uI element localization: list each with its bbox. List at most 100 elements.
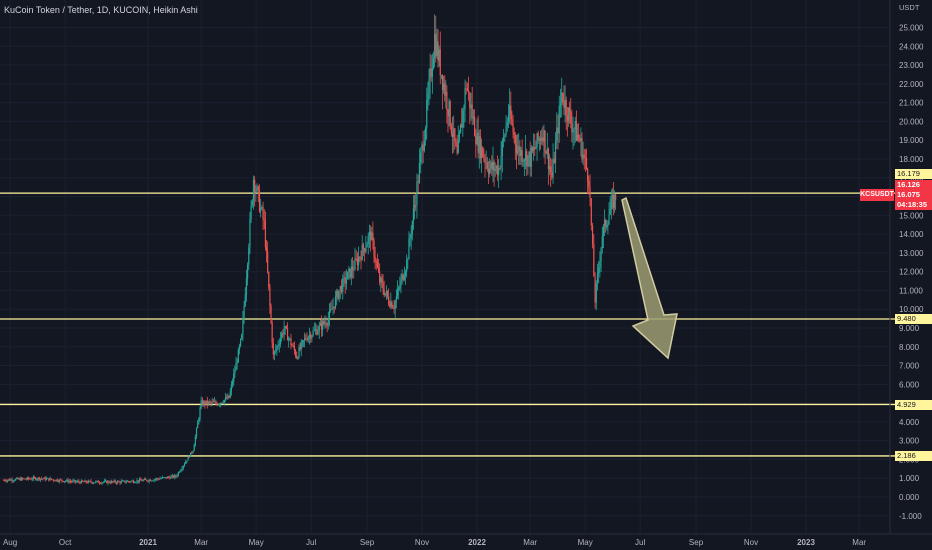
candle-body [401, 274, 403, 280]
candle-body [270, 305, 272, 323]
candle-body [542, 137, 544, 142]
candle-body [438, 49, 440, 61]
candle-body [235, 363, 237, 371]
candle-body [492, 162, 494, 170]
candle-body [242, 317, 244, 335]
candle-body [400, 279, 402, 287]
candle-body [228, 395, 230, 398]
candle-body [466, 88, 468, 91]
candle-body [296, 355, 298, 359]
candle-body [496, 166, 499, 176]
candle-body [355, 258, 357, 260]
candle-body [221, 402, 223, 404]
candle-body [81, 480, 84, 482]
candle-body [302, 340, 305, 342]
candle-body [325, 322, 327, 325]
candle-body [464, 88, 466, 109]
candle-body [330, 308, 332, 311]
candle-body [217, 404, 219, 406]
candle-body [343, 277, 345, 279]
candle-body [252, 179, 255, 201]
candle-body [598, 267, 600, 274]
candle-body [351, 266, 354, 271]
candle-body [589, 186, 591, 199]
candle-body [306, 338, 308, 341]
candle-body [53, 479, 55, 481]
candle-body [535, 147, 537, 149]
candle-body [516, 150, 519, 153]
decline-arrow-annotation[interactable] [621, 196, 678, 360]
candle-body [233, 373, 235, 383]
candle-body [582, 154, 584, 160]
candle-body [187, 456, 189, 461]
candle-body [91, 482, 93, 484]
candle-body [166, 476, 169, 479]
candle-body [230, 384, 233, 392]
candle-body [595, 283, 597, 303]
candle-body [600, 248, 602, 262]
candle-body [241, 334, 243, 339]
candle-body [314, 329, 317, 331]
candle-body [409, 237, 411, 240]
support-resistance-lines[interactable] [0, 192, 895, 457]
candle-body [328, 310, 331, 319]
candle-body [445, 91, 447, 96]
candle-body [552, 158, 554, 178]
time-axis[interactable]: Aug Oct 2021 Mar May Jul Sep Nov 2022 Mar May Jul Se… [0, 533, 932, 547]
candle-body [557, 127, 559, 134]
candle-body [144, 479, 147, 480]
candle-body [48, 478, 50, 481]
candle-body [86, 482, 88, 484]
candle-body [417, 181, 419, 183]
candle-body [3, 480, 5, 481]
symbol-tag: KCSUSDT [860, 189, 894, 201]
candle-body [472, 116, 474, 119]
candle-body [214, 401, 216, 403]
candle-body [348, 268, 350, 272]
candle-body [148, 479, 150, 482]
candle-body [261, 207, 263, 208]
candle-body [422, 144, 424, 151]
candle-body [323, 321, 325, 324]
candle-body [256, 186, 258, 191]
candle-body [485, 162, 487, 164]
candle-body [134, 482, 136, 484]
price-tick-label: 22.000 [899, 80, 924, 89]
candle-body [603, 219, 606, 227]
candle-body [406, 259, 408, 272]
candle-body [372, 232, 374, 241]
candle-body [212, 401, 215, 403]
candle-body [375, 260, 377, 262]
candle-body [249, 219, 251, 248]
candle-body [587, 168, 589, 182]
candle-body [467, 90, 470, 93]
candle-body [425, 127, 427, 141]
price-tick-label: 12.000 [899, 268, 924, 277]
candle-body [498, 167, 500, 176]
candle-body [322, 321, 324, 330]
candle-body [271, 322, 273, 344]
candle-body [423, 140, 425, 151]
candle-body [179, 471, 181, 473]
candle-body [277, 345, 279, 347]
candle-body [388, 296, 390, 304]
candle-body [304, 338, 306, 341]
candle-body [203, 401, 205, 405]
chart-title: KuCoin Token / Tether, 1D, KUCOIN, Heiki… [4, 5, 198, 15]
candle-body [608, 214, 610, 224]
price-tick-label: 23.000 [899, 61, 924, 70]
candle-body [501, 141, 503, 156]
candle-body [17, 478, 19, 480]
candle-body [455, 141, 457, 146]
candle-body [596, 273, 599, 284]
candle-body [247, 264, 249, 279]
candle-body [223, 399, 225, 403]
candle-body [482, 147, 484, 157]
candle-body [200, 400, 202, 409]
candle-body [349, 268, 351, 278]
candle-body [611, 195, 613, 199]
candle-body [267, 251, 269, 272]
candle-body [489, 168, 491, 174]
candle-body [396, 289, 399, 297]
